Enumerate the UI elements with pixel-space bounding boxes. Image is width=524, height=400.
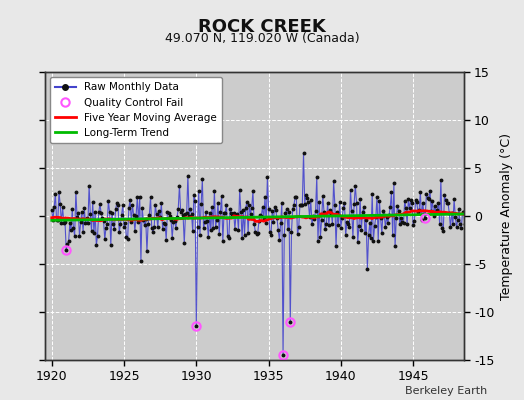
Y-axis label: Temperature Anomaly (°C): Temperature Anomaly (°C) (500, 132, 513, 300)
Text: ROCK CREEK: ROCK CREEK (198, 18, 326, 36)
Text: 49.070 N, 119.020 W (Canada): 49.070 N, 119.020 W (Canada) (165, 32, 359, 45)
Text: Berkeley Earth: Berkeley Earth (405, 386, 487, 396)
Legend: Raw Monthly Data, Quality Control Fail, Five Year Moving Average, Long-Term Tren: Raw Monthly Data, Quality Control Fail, … (50, 77, 222, 143)
